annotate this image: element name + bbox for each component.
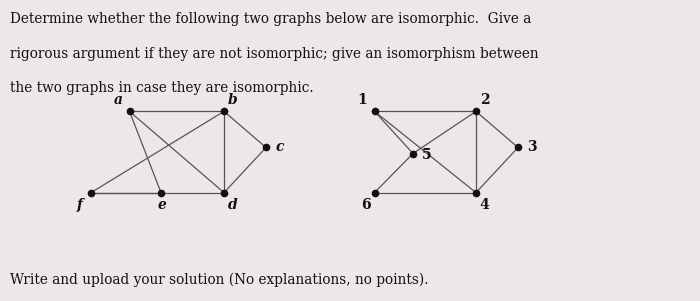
Text: f: f [77, 198, 83, 212]
Text: 3: 3 [527, 140, 537, 154]
Text: 1: 1 [357, 93, 367, 107]
Text: Write and upload your solution (No explanations, no points).: Write and upload your solution (No expla… [10, 272, 428, 287]
Text: the two graphs in case they are isomorphic.: the two graphs in case they are isomorph… [10, 81, 314, 95]
Text: e: e [158, 198, 167, 212]
Text: 2: 2 [480, 93, 489, 107]
Text: c: c [276, 140, 284, 154]
Text: 4: 4 [480, 198, 489, 212]
Text: b: b [228, 93, 237, 107]
Text: rigorous argument if they are not isomorphic; give an isomorphism between: rigorous argument if they are not isomor… [10, 47, 538, 61]
Text: Determine whether the following two graphs below are isomorphic.  Give a: Determine whether the following two grap… [10, 12, 531, 26]
Text: 6: 6 [361, 198, 371, 212]
Text: d: d [228, 198, 237, 212]
Text: 5: 5 [422, 148, 432, 162]
Text: a: a [114, 93, 122, 107]
